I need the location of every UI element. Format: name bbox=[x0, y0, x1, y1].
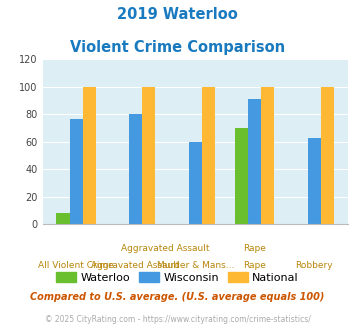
Text: Aggravated Assault: Aggravated Assault bbox=[121, 244, 210, 253]
Text: Rape: Rape bbox=[244, 260, 266, 270]
Text: © 2025 CityRating.com - https://www.cityrating.com/crime-statistics/: © 2025 CityRating.com - https://www.city… bbox=[45, 315, 310, 324]
Bar bbox=[202, 87, 215, 224]
Text: Murder & Mans...: Murder & Mans... bbox=[157, 260, 234, 270]
Text: Aggravated Assault: Aggravated Assault bbox=[92, 260, 180, 270]
Text: 2019 Waterloo: 2019 Waterloo bbox=[117, 7, 238, 21]
Bar bbox=[83, 87, 96, 224]
Legend: Waterloo, Wisconsin, National: Waterloo, Wisconsin, National bbox=[51, 268, 304, 287]
Bar bbox=[235, 128, 248, 224]
Text: Compared to U.S. average. (U.S. average equals 100): Compared to U.S. average. (U.S. average … bbox=[30, 292, 325, 302]
Text: Robbery: Robbery bbox=[296, 260, 333, 270]
Text: Violent Crime Comparison: Violent Crime Comparison bbox=[70, 40, 285, 54]
Bar bbox=[308, 138, 321, 224]
Bar bbox=[321, 87, 334, 224]
Bar bbox=[261, 87, 274, 224]
Bar bbox=[70, 118, 83, 224]
Bar bbox=[189, 142, 202, 224]
Bar bbox=[248, 99, 261, 224]
Bar bbox=[142, 87, 155, 224]
Bar bbox=[129, 115, 142, 224]
Text: Rape: Rape bbox=[244, 244, 266, 253]
Text: All Violent Crime: All Violent Crime bbox=[38, 260, 114, 270]
Bar bbox=[56, 214, 70, 224]
